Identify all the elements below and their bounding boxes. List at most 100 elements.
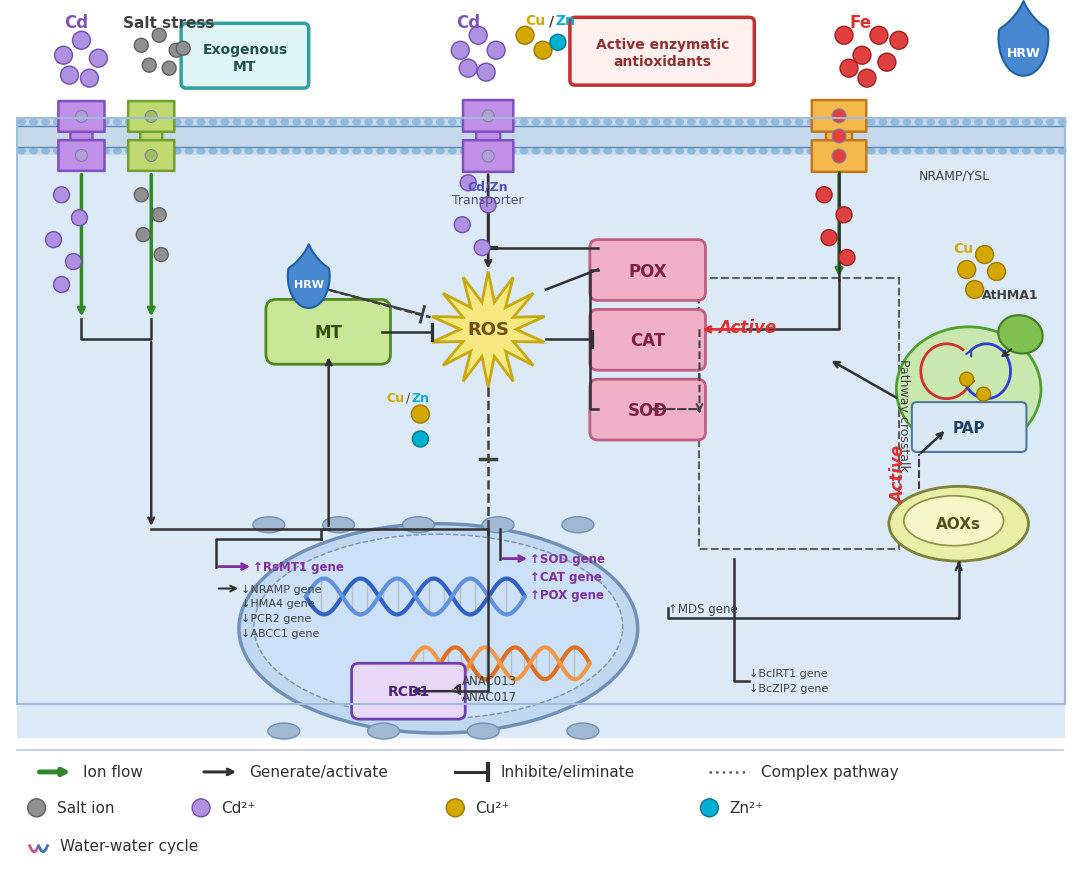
Ellipse shape (256, 119, 266, 126)
Ellipse shape (711, 119, 720, 126)
Circle shape (878, 54, 896, 72)
FancyBboxPatch shape (70, 132, 93, 142)
FancyBboxPatch shape (129, 102, 174, 132)
Ellipse shape (411, 119, 421, 126)
Ellipse shape (759, 119, 768, 126)
Ellipse shape (986, 119, 995, 126)
Ellipse shape (1022, 119, 1031, 126)
Circle shape (832, 110, 846, 124)
Text: ↓ABCC1 gene: ↓ABCC1 gene (241, 629, 320, 638)
Text: ↓NRAMP gene: ↓NRAMP gene (241, 584, 322, 594)
Circle shape (975, 246, 994, 264)
Circle shape (487, 42, 505, 61)
Ellipse shape (77, 119, 86, 126)
Circle shape (832, 150, 846, 164)
FancyBboxPatch shape (140, 132, 162, 142)
Ellipse shape (663, 119, 672, 126)
Ellipse shape (903, 119, 912, 126)
Text: ↓PCR2 gene: ↓PCR2 gene (241, 614, 311, 624)
Circle shape (143, 59, 157, 73)
Circle shape (987, 263, 1005, 282)
Ellipse shape (567, 148, 577, 155)
Ellipse shape (403, 517, 434, 533)
Ellipse shape (89, 148, 98, 155)
Ellipse shape (29, 148, 38, 155)
FancyBboxPatch shape (352, 664, 465, 719)
Ellipse shape (1034, 119, 1043, 126)
Ellipse shape (436, 148, 445, 155)
Circle shape (136, 228, 150, 242)
Circle shape (832, 130, 846, 144)
Text: CAT: CAT (630, 332, 665, 350)
Ellipse shape (998, 148, 1007, 155)
Ellipse shape (639, 148, 648, 155)
Circle shape (45, 232, 62, 248)
Ellipse shape (555, 148, 565, 155)
Ellipse shape (328, 148, 337, 155)
Ellipse shape (496, 119, 504, 126)
Ellipse shape (254, 535, 623, 719)
Ellipse shape (472, 148, 481, 155)
Circle shape (28, 799, 45, 816)
FancyBboxPatch shape (58, 102, 105, 132)
Ellipse shape (562, 517, 594, 533)
FancyBboxPatch shape (570, 18, 754, 86)
Ellipse shape (974, 148, 983, 155)
Ellipse shape (592, 119, 600, 126)
Ellipse shape (604, 119, 612, 126)
Ellipse shape (53, 148, 62, 155)
Ellipse shape (915, 148, 923, 155)
Ellipse shape (866, 119, 876, 126)
Ellipse shape (687, 119, 696, 126)
Ellipse shape (149, 148, 158, 155)
Ellipse shape (675, 148, 684, 155)
Text: RCD1: RCD1 (388, 684, 430, 698)
Circle shape (55, 47, 72, 65)
Ellipse shape (831, 148, 839, 155)
Ellipse shape (567, 119, 577, 126)
FancyBboxPatch shape (826, 132, 852, 142)
Ellipse shape (531, 119, 540, 126)
Ellipse shape (100, 119, 110, 126)
Ellipse shape (220, 119, 229, 126)
Ellipse shape (323, 517, 354, 533)
Ellipse shape (508, 119, 516, 126)
Ellipse shape (519, 119, 528, 126)
Ellipse shape (734, 148, 744, 155)
Ellipse shape (890, 119, 900, 126)
Ellipse shape (974, 119, 983, 126)
Ellipse shape (161, 119, 170, 126)
Ellipse shape (783, 148, 792, 155)
Ellipse shape (543, 119, 553, 126)
Ellipse shape (878, 148, 888, 155)
Polygon shape (999, 2, 1049, 76)
Text: Zn²⁺: Zn²⁺ (729, 801, 764, 816)
Text: AOXs: AOXs (936, 517, 981, 531)
Ellipse shape (854, 148, 864, 155)
Ellipse shape (723, 148, 732, 155)
Ellipse shape (352, 119, 361, 126)
Ellipse shape (460, 119, 469, 126)
Ellipse shape (352, 148, 361, 155)
Ellipse shape (711, 148, 720, 155)
Ellipse shape (651, 148, 660, 155)
Ellipse shape (376, 148, 384, 155)
Circle shape (54, 188, 69, 203)
Ellipse shape (771, 148, 780, 155)
Ellipse shape (819, 119, 827, 126)
Ellipse shape (112, 148, 122, 155)
Ellipse shape (1010, 148, 1018, 155)
Text: Cu: Cu (525, 14, 545, 28)
Circle shape (413, 431, 429, 447)
Ellipse shape (316, 119, 325, 126)
Ellipse shape (484, 148, 492, 155)
Text: ↓BcZIP2 gene: ↓BcZIP2 gene (750, 683, 828, 694)
Circle shape (976, 388, 990, 402)
Text: NRAMP/YSL: NRAMP/YSL (919, 169, 990, 182)
Ellipse shape (1034, 148, 1043, 155)
Ellipse shape (125, 119, 134, 126)
Text: ↓HMA4 gene: ↓HMA4 gene (241, 599, 314, 609)
Text: Zn: Zn (555, 14, 575, 28)
Text: ↑POX gene: ↑POX gene (530, 588, 604, 602)
Text: Exogenous
MT: Exogenous MT (202, 42, 287, 74)
